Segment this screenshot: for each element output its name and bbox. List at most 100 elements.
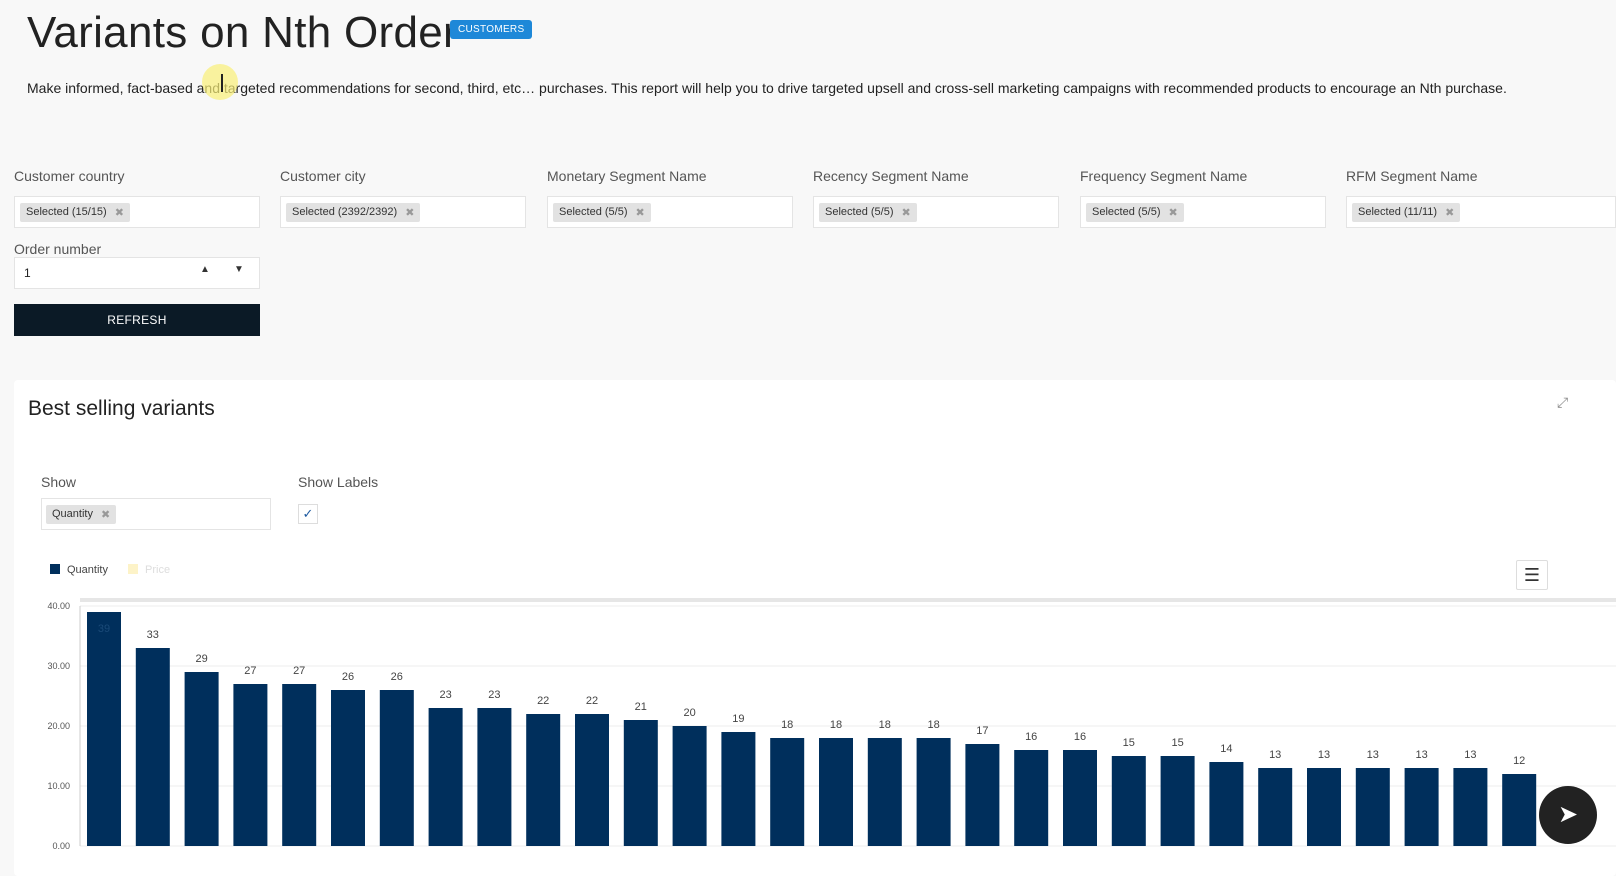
hamburger-icon: ☰ (1523, 565, 1541, 585)
y-tick-label: 20.00 (47, 721, 70, 731)
chip-label: Selected (5/5) (825, 206, 894, 218)
remove-icon[interactable]: ✖ (1168, 206, 1178, 219)
bar-data-label: 26 (391, 671, 403, 683)
bar (477, 708, 512, 846)
customer-city-select[interactable]: Selected (2392/2392) ✖ (280, 196, 526, 228)
selected-chip: Selected (5/5) ✖ (553, 202, 651, 222)
chip-label: Selected (11/11) (1358, 206, 1438, 218)
bar (623, 720, 658, 846)
bar (721, 732, 756, 846)
customers-badge: CUSTOMERS (450, 20, 533, 39)
y-tick-label: 0.00 (52, 841, 70, 851)
bar-data-label: 13 (1367, 749, 1379, 761)
show-select[interactable]: Quantity ✖ (41, 498, 271, 530)
show-label: Show (41, 474, 77, 490)
legend-swatch (128, 564, 138, 574)
bar-data-label: 16 (1025, 731, 1037, 743)
bar (1307, 768, 1341, 846)
show-labels-checkbox[interactable]: ✓ (298, 504, 318, 524)
best-selling-variants-card: Best selling variants ⤢ Show Quantity ✖ S… (14, 380, 1616, 876)
filter-customer-city: Customer city Selected (2392/2392) ✖ (280, 168, 526, 228)
filter-rfm-segment: RFM Segment Name Selected (11/11) ✖ (1346, 168, 1616, 228)
bar-data-label: 27 (293, 665, 305, 677)
filter-frequency-segment: Frequency Segment Name Selected (5/5) ✖ (1080, 168, 1326, 228)
remove-icon[interactable]: ✖ (405, 206, 415, 219)
bar (575, 714, 609, 846)
chip-label: Selected (2392/2392) (292, 206, 398, 218)
bar (282, 684, 317, 846)
bar-data-label: 27 (244, 665, 256, 677)
bar-data-label: 18 (879, 719, 891, 731)
monetary-segment-select[interactable]: Selected (5/5) ✖ (547, 196, 793, 228)
recency-segment-select[interactable]: Selected (5/5) ✖ (813, 196, 1059, 228)
y-tick-label: 40.00 (47, 601, 70, 611)
remove-icon[interactable]: ✖ (635, 206, 645, 219)
y-tick-label: 30.00 (47, 661, 70, 671)
bar-data-label: 14 (1220, 743, 1232, 755)
bar-data-label: 22 (586, 695, 598, 707)
bar-data-label: 13 (1464, 749, 1476, 761)
bar (1453, 768, 1488, 846)
chip-label: Selected (5/5) (559, 206, 628, 218)
bar-data-label: 21 (635, 701, 647, 713)
bar (672, 726, 707, 846)
bar-data-label: 29 (195, 653, 207, 665)
bar (916, 738, 951, 846)
selected-chip: Selected (15/15) ✖ (20, 202, 130, 222)
chip-label: Quantity (52, 508, 93, 520)
bar-data-label: 26 (342, 671, 354, 683)
filter-recency-segment: Recency Segment Name Selected (5/5) ✖ (813, 168, 1059, 228)
bar-data-label: 23 (488, 689, 500, 701)
bar (965, 744, 1000, 846)
bar-chart: Quantity Price 0.00 10.00 20.00 30.00 40.00 39 3… (47, 564, 1616, 851)
bar-data-label: 20 (683, 707, 695, 719)
legend-label: Price (145, 564, 170, 576)
legend-label: Quantity (67, 564, 108, 576)
rfm-segment-select[interactable]: Selected (11/11) ✖ (1346, 196, 1616, 228)
bar (184, 672, 219, 846)
bar-data-label: 15 (1123, 737, 1135, 749)
customer-country-select[interactable]: Selected (15/15) ✖ (14, 196, 260, 228)
selected-chip: Selected (5/5) ✖ (819, 202, 917, 222)
filter-label: Monetary Segment Name (547, 168, 707, 184)
chart-scroll-strip (80, 598, 1616, 602)
bar-data-label: 12 (1513, 755, 1525, 767)
bar-data-label: 39 (98, 623, 110, 635)
bar (770, 738, 805, 846)
bar-data-label: 18 (781, 719, 793, 731)
bar (331, 690, 365, 846)
chip-label: Selected (15/15) (26, 206, 107, 218)
increment-icon[interactable]: ▲ (200, 264, 210, 275)
frequency-segment-select[interactable]: Selected (5/5) ✖ (1080, 196, 1326, 228)
filter-label: Frequency Segment Name (1080, 168, 1248, 184)
expand-icon[interactable]: ⤢ (1557, 394, 1569, 410)
send-icon[interactable]: ➤ (1539, 786, 1597, 844)
bar (1063, 750, 1097, 846)
bar-data-label: 15 (1171, 737, 1183, 749)
bar (1014, 750, 1049, 846)
bar-data-label: 17 (976, 725, 988, 737)
bar-data-label: 18 (830, 719, 842, 731)
bar-data-label: 13 (1318, 749, 1330, 761)
remove-icon[interactable]: ✖ (1445, 206, 1455, 219)
bar (87, 612, 121, 846)
remove-icon[interactable]: ✖ (100, 508, 111, 521)
chart-menu-button[interactable]: ☰ (1516, 560, 1548, 590)
bar-data-label: 19 (732, 713, 744, 725)
bar (428, 708, 463, 846)
text-cursor-icon (221, 74, 223, 92)
order-number-input[interactable]: 1 (14, 257, 260, 289)
bar (1209, 762, 1244, 846)
filter-label: Recency Segment Name (813, 168, 969, 184)
bar-data-label: 13 (1269, 749, 1281, 761)
refresh-button[interactable]: REFRESH (14, 304, 260, 336)
bar-data-label: 18 (927, 719, 939, 731)
bar (526, 714, 561, 846)
remove-icon[interactable]: ✖ (901, 206, 911, 219)
cursor-highlight (202, 64, 238, 100)
remove-icon[interactable]: ✖ (114, 206, 124, 219)
bar (1404, 768, 1439, 846)
decrement-icon[interactable]: ▼ (234, 264, 244, 275)
bar (1502, 774, 1537, 846)
order-number-label: Order number (14, 241, 102, 257)
